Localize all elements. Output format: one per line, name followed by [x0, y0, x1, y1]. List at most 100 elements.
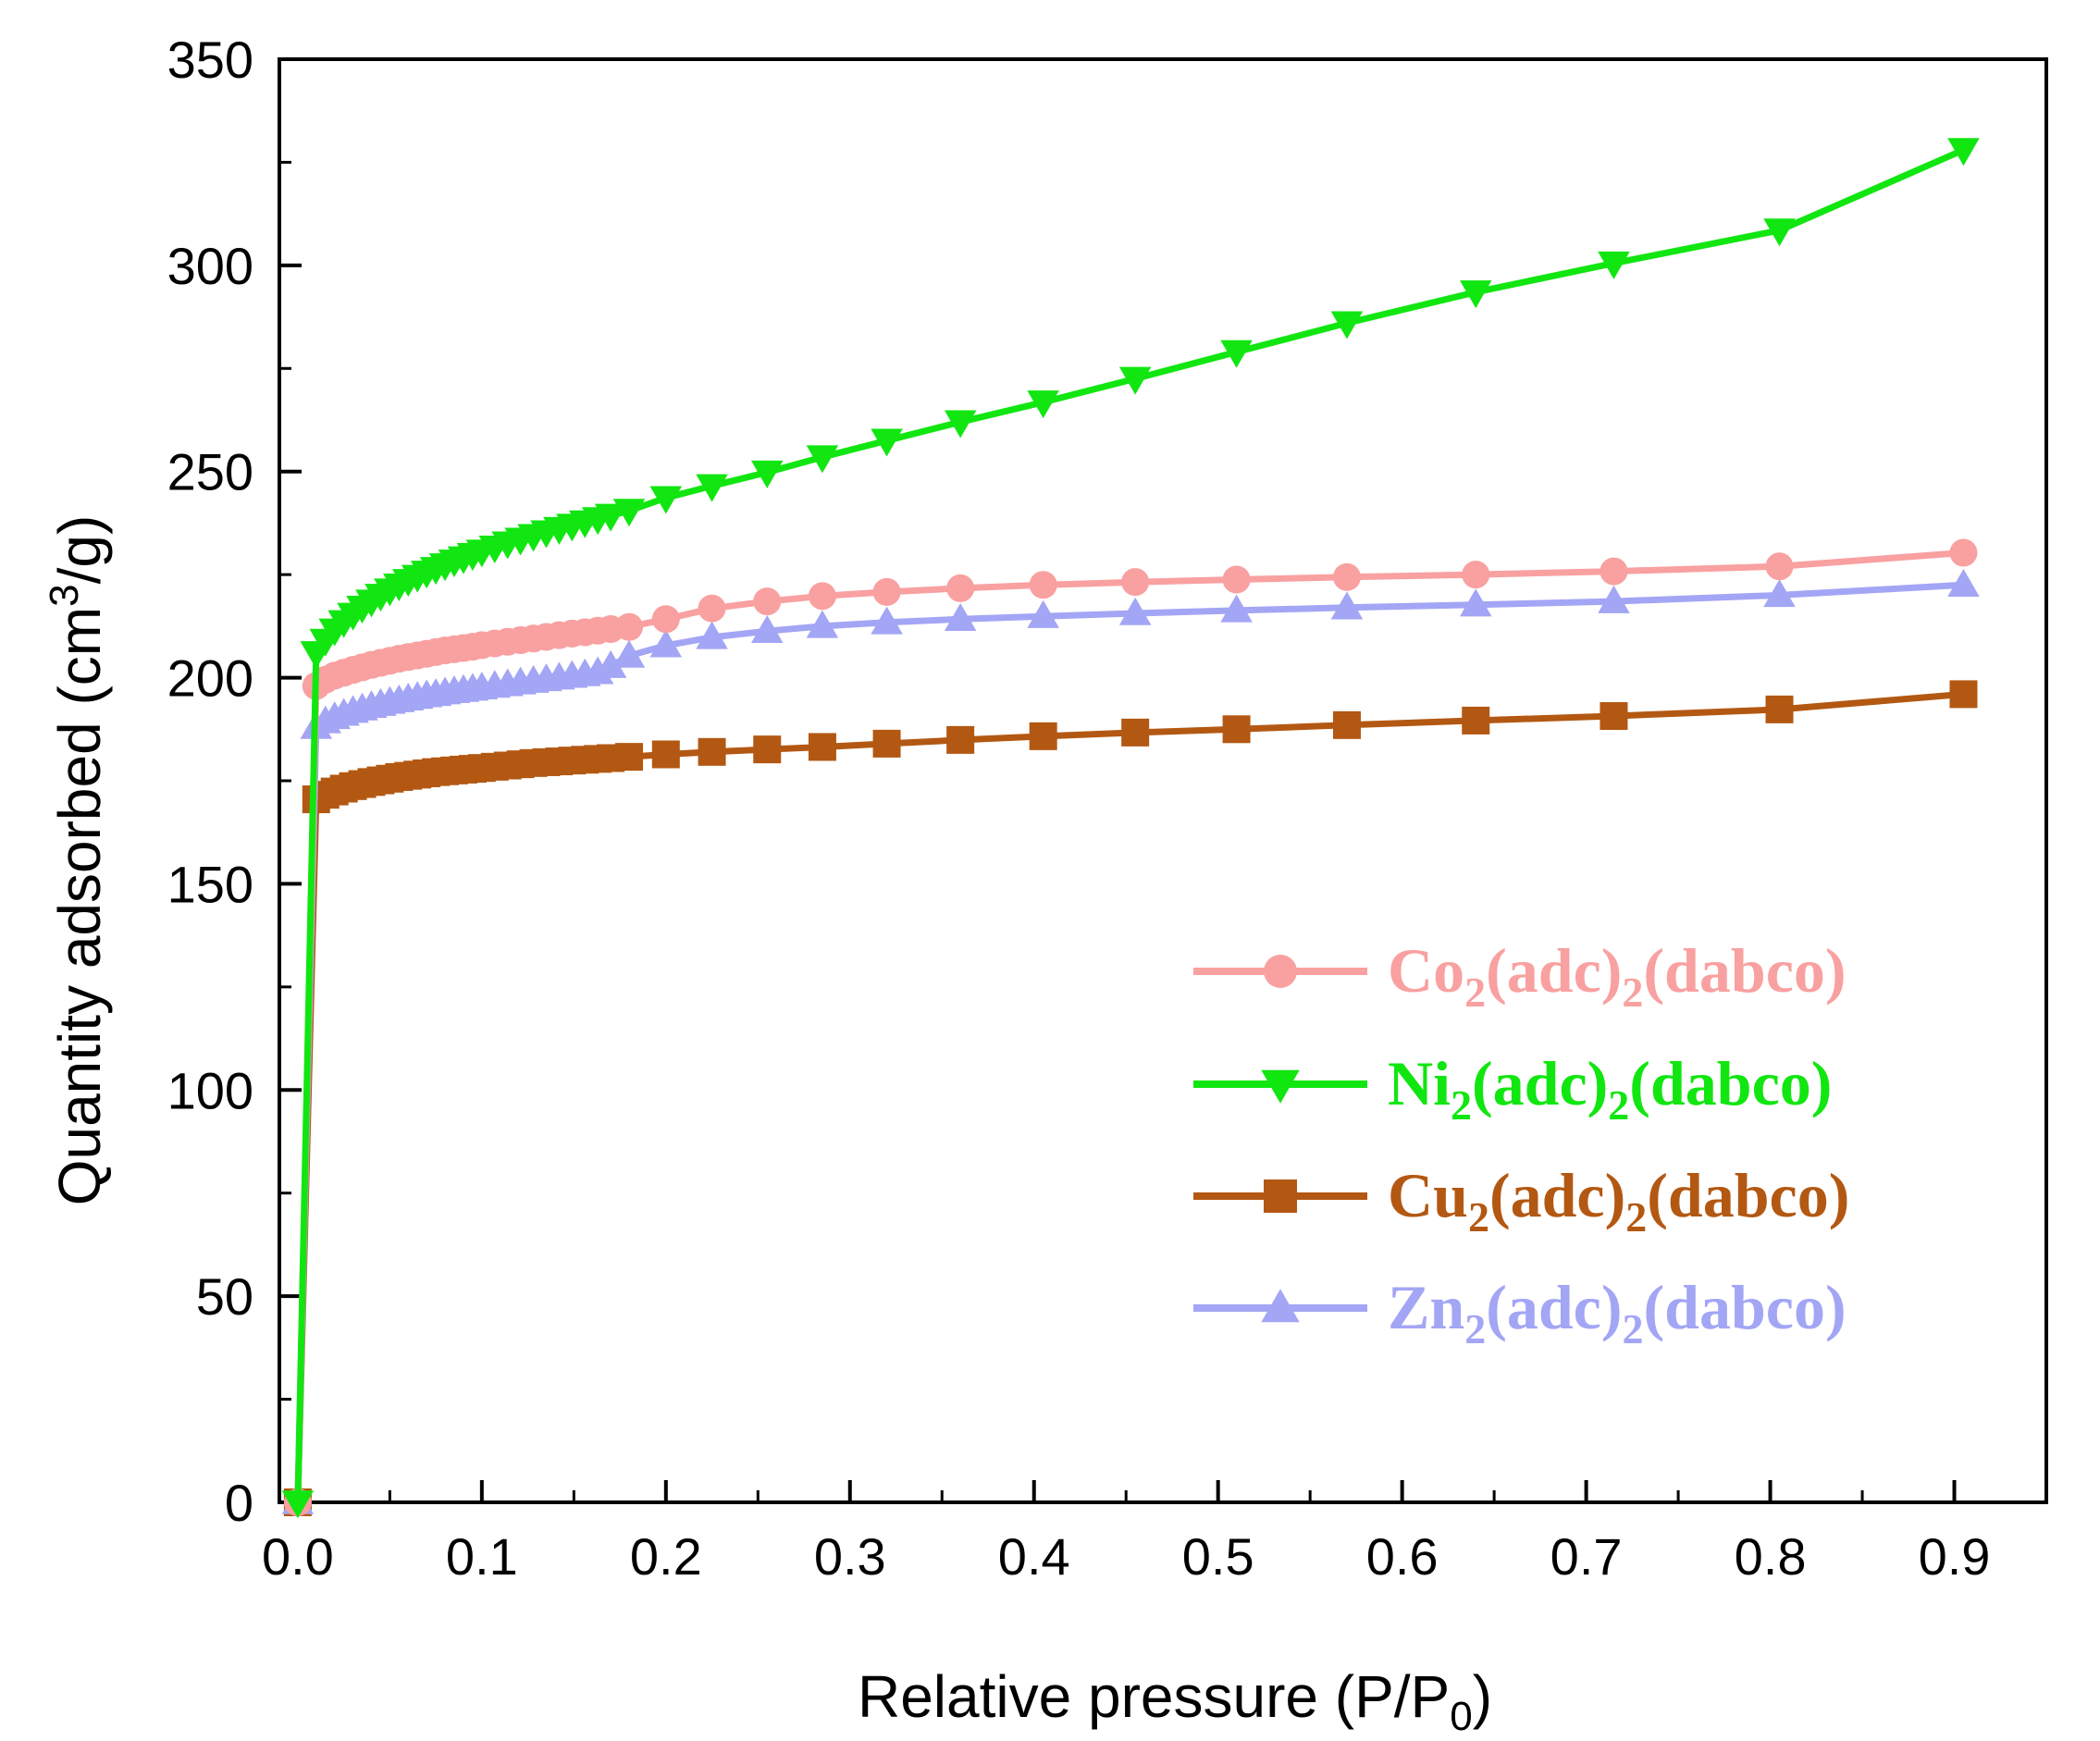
data-point: [1330, 311, 1364, 340]
data-point: [612, 499, 646, 527]
data-point: [615, 612, 644, 641]
series-co: [283, 538, 1978, 1516]
data-point: [753, 587, 782, 616]
data-point: [808, 733, 836, 761]
legend-item-ni: Ni2(adc)2(dabco): [1193, 1048, 1832, 1129]
data-point: [1332, 710, 1361, 739]
data-point: [806, 610, 839, 638]
y-tick-label: 200: [167, 649, 253, 708]
y-tick-label: 250: [167, 443, 253, 501]
x-tick-label: 0.0: [262, 1527, 334, 1586]
data-point: [1222, 715, 1251, 744]
legend-swatch-marker: [1261, 1069, 1300, 1104]
legend-swatch-marker: [1264, 1179, 1297, 1213]
legend-label: Cu2(adc)2(dabco): [1388, 1160, 1849, 1241]
y-axis-title: Quantity adsorbed (cm3/g): [42, 515, 113, 1206]
data-point: [594, 649, 627, 678]
data-point: [649, 486, 683, 514]
x-tick-label: 0.2: [630, 1527, 702, 1586]
data-point: [1118, 597, 1152, 625]
data-point: [871, 428, 903, 457]
data-point: [1459, 588, 1492, 617]
data-point: [944, 410, 977, 438]
data-point: [1462, 706, 1490, 735]
x-tick-label: 0.5: [1182, 1527, 1254, 1586]
data-point: [1121, 568, 1150, 597]
data-point: [649, 629, 683, 658]
y-tick-label: 300: [167, 237, 253, 295]
series-ni: [281, 138, 1980, 1519]
y-tick-label: 150: [167, 855, 253, 913]
x-axis-title: Relative pressure (P/P0): [858, 1663, 1492, 1739]
data-point: [1029, 722, 1057, 750]
data-point: [1027, 599, 1059, 628]
legend-item-zn: Zn2(adc)2(dabco): [1193, 1272, 1847, 1352]
data-point: [1121, 718, 1150, 747]
data-point: [750, 460, 784, 488]
data-point: [1222, 565, 1251, 594]
data-point: [872, 729, 901, 758]
data-point: [698, 594, 726, 623]
x-tick-label: 0.6: [1366, 1527, 1439, 1586]
legend: Co2(adc)2(dabco) Ni2(adc)2(dabco) Cu2(adc)…: [1193, 935, 1849, 1352]
data-point: [946, 574, 975, 602]
x-tick-label: 0.9: [1919, 1527, 1991, 1586]
series-layer: [281, 138, 1980, 1519]
legend-item-co: Co2(adc)2(dabco): [1193, 935, 1847, 1016]
data-point: [753, 735, 782, 764]
data-point: [698, 737, 726, 766]
legend-label: Zn2(adc)2(dabco): [1388, 1272, 1847, 1352]
series-line: [294, 549, 1964, 1503]
data-point: [1765, 552, 1794, 581]
data-point: [1330, 591, 1364, 620]
legend-item-cu: Cu2(adc)2(dabco): [1193, 1160, 1849, 1241]
y-tick-label: 0: [225, 1474, 253, 1532]
data-point: [1598, 251, 1630, 279]
data-point: [1947, 569, 1980, 598]
x-tick-label: 0.3: [814, 1527, 886, 1586]
data-point: [696, 621, 728, 649]
y-tick-label: 350: [167, 31, 253, 89]
x-tick-label: 0.1: [446, 1527, 518, 1586]
data-point: [1332, 562, 1361, 591]
data-point: [651, 605, 680, 634]
data-point: [1459, 280, 1492, 309]
x-tick-label: 0.8: [1735, 1527, 1807, 1586]
data-point: [1765, 695, 1794, 723]
data-point: [1029, 571, 1057, 599]
data-point: [1220, 594, 1253, 623]
data-point: [872, 577, 901, 606]
x-tick-label: 0.4: [998, 1527, 1070, 1586]
legend-label: Co2(adc)2(dabco): [1388, 935, 1847, 1016]
data-point: [651, 740, 680, 769]
data-point: [1600, 702, 1628, 731]
data-point: [871, 606, 903, 635]
y-tick-label: 100: [167, 1061, 253, 1119]
data-point: [946, 725, 975, 754]
data-point: [594, 503, 627, 532]
y-tick-label: 50: [196, 1267, 253, 1326]
data-point: [944, 603, 977, 632]
data-point: [808, 582, 836, 611]
data-point: [281, 1490, 315, 1519]
data-point: [750, 614, 784, 643]
data-point: [612, 639, 646, 668]
data-point: [1598, 585, 1630, 613]
data-point: [806, 445, 839, 474]
data-point: [1949, 680, 1978, 709]
axes: 0 50 100 150 200 250 300 350 0.0 0.1 0.2 0.3 0.4 0.5 0…: [167, 31, 2048, 1586]
data-point: [696, 474, 728, 502]
series-zn: [281, 569, 1980, 1514]
data-point: [1949, 538, 1978, 567]
legend-swatch-marker: [1264, 955, 1297, 988]
data-point: [1220, 340, 1253, 368]
data-point: [1763, 579, 1796, 608]
data-point: [1600, 557, 1628, 586]
x-tick-label: 0.7: [1550, 1527, 1623, 1586]
legend-swatch-marker: [1261, 1289, 1300, 1323]
data-point: [1027, 390, 1059, 419]
data-point: [1118, 366, 1152, 395]
data-point: [1763, 218, 1796, 247]
data-point: [615, 743, 644, 772]
